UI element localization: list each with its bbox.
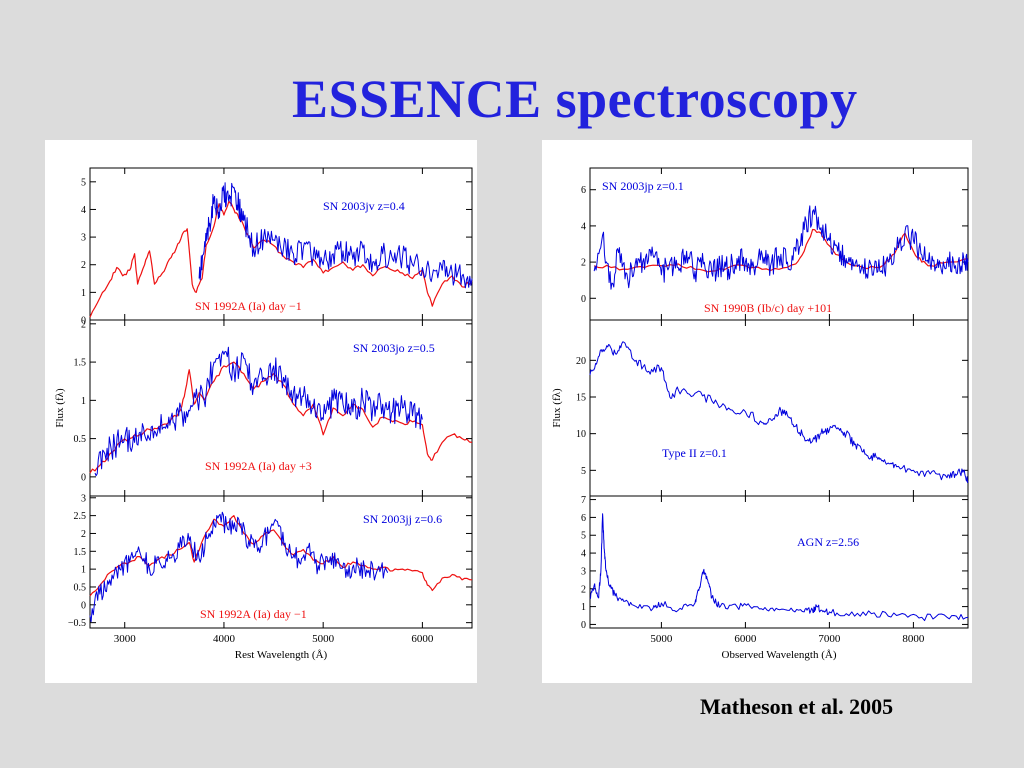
series-observed-line bbox=[589, 341, 969, 483]
y-tick-label: 5 bbox=[581, 466, 586, 477]
chart-left-bottom: −0.5 0 0.5 1 1.5 2 2.5 3 3000 4000 5000 6000 Rest Wa… bbox=[68, 493, 473, 661]
y-tick-label: 0 bbox=[81, 600, 86, 611]
y-tick-label: 5 bbox=[81, 177, 86, 188]
y-tick-label: 2 bbox=[581, 584, 586, 595]
y-tick-label: 1.5 bbox=[74, 547, 87, 558]
y-tick-label: 6 bbox=[581, 513, 586, 524]
x-tick-label: 6000 bbox=[734, 633, 757, 645]
right-spectra-figure: 0 2 4 6 SN 2003jp z=0.1 SN 1990B (Ib/c) day +… bbox=[551, 167, 969, 661]
x-axis-label: Observed Wavelength (Å) bbox=[722, 649, 837, 661]
x-tick-label: 6000 bbox=[411, 633, 434, 645]
y-tick-label: 10 bbox=[576, 429, 586, 440]
y-tick-label: 0 bbox=[81, 316, 86, 327]
y-tick-label: 0 bbox=[581, 620, 586, 631]
series-template-line bbox=[593, 228, 969, 273]
template-spectrum-label: SN 1992A (Ia) day +3 bbox=[205, 459, 312, 473]
y-tick-label: 2 bbox=[81, 529, 86, 540]
y-tick-label: 4 bbox=[581, 549, 586, 560]
chart-left-middle: 0 0.5 1 1.5 2 Flux (fλ) SN 2003jo z=0.5 SN 1992… bbox=[54, 319, 473, 497]
y-tick-label: 2 bbox=[581, 258, 586, 269]
right-figure-panel: 0 2 4 6 SN 2003jp z=0.1 SN 1990B (Ib/c) day +… bbox=[542, 140, 972, 683]
chart-right-top: 0 2 4 6 SN 2003jp z=0.1 SN 1990B (Ib/c) day +… bbox=[581, 167, 969, 321]
y-tick-label: 20 bbox=[576, 356, 586, 367]
x-tick-label: 5000 bbox=[650, 633, 673, 645]
y-tick-label: 7 bbox=[581, 495, 586, 506]
x-tick-label: 5000 bbox=[312, 633, 335, 645]
x-axis-label: Rest Wavelength (Å) bbox=[235, 649, 328, 661]
observed-spectrum-label: AGN z=2.56 bbox=[797, 535, 859, 549]
y-tick-label: 5 bbox=[581, 531, 586, 542]
x-tick-label: 4000 bbox=[213, 633, 236, 645]
x-tick-label: 7000 bbox=[818, 633, 841, 645]
observed-spectrum-label: Type II z=0.1 bbox=[662, 446, 727, 460]
observed-spectrum-label: SN 2003jo z=0.5 bbox=[353, 341, 435, 355]
y-tick-label: 1.5 bbox=[74, 358, 87, 369]
y-tick-label: 1 bbox=[81, 565, 86, 576]
y-tick-label: 4 bbox=[581, 221, 586, 232]
y-tick-label: 3 bbox=[581, 566, 586, 577]
y-tick-label: 0.5 bbox=[74, 582, 87, 593]
left-spectra-figure: 0 1 2 3 4 5 SN 2003jv z=0.4 SN 1992A (Ia) day −… bbox=[54, 167, 473, 661]
plot-frame bbox=[89, 167, 473, 321]
y-axis-label: Flux (fλ) bbox=[54, 388, 66, 428]
y-tick-label: 15 bbox=[576, 393, 586, 404]
y-tick-label: 2.5 bbox=[74, 511, 87, 522]
observed-spectrum-label: SN 2003jj z=0.6 bbox=[363, 512, 442, 526]
slide-title: ESSENCE spectroscopy bbox=[292, 69, 858, 129]
y-tick-label: 0.5 bbox=[74, 434, 87, 445]
y-tick-label: 2 bbox=[81, 319, 86, 330]
y-tick-label: 2 bbox=[81, 260, 86, 271]
series-template-line bbox=[89, 361, 473, 474]
chart-left-top: 0 1 2 3 4 5 SN 2003jv z=0.4 SN 1992A (Ia) day −… bbox=[81, 167, 473, 327]
series-template-line bbox=[89, 200, 473, 318]
x-tick-label: 3000 bbox=[114, 633, 136, 645]
y-tick-label: 0 bbox=[81, 472, 86, 483]
x-tick-label: 8000 bbox=[902, 633, 925, 645]
left-figure-panel: 0 1 2 3 4 5 SN 2003jv z=0.4 SN 1992A (Ia) day −… bbox=[45, 140, 477, 683]
template-spectrum-label: SN 1992A (Ia) day −1 bbox=[195, 299, 302, 313]
plot-frame bbox=[589, 495, 969, 629]
series-observed-line bbox=[593, 205, 969, 290]
y-tick-label: −0.5 bbox=[68, 618, 86, 629]
template-spectrum-label: SN 1992A (Ia) day −1 bbox=[200, 607, 307, 621]
y-tick-label: 6 bbox=[581, 185, 586, 196]
y-tick-label: 3 bbox=[81, 493, 86, 504]
chart-right-bottom: 0 1 2 3 4 5 6 7 5000 6000 7000 8000 Observed Wavelen… bbox=[581, 495, 969, 661]
series-observed-line bbox=[89, 511, 389, 623]
plot-frame bbox=[89, 495, 473, 629]
y-tick-label: 1 bbox=[81, 396, 86, 407]
y-tick-label: 3 bbox=[81, 233, 86, 244]
plot-frame bbox=[589, 319, 969, 497]
template-spectrum-label: SN 1990B (Ib/c) day +101 bbox=[704, 301, 832, 315]
observed-spectrum-label: SN 2003jp z=0.1 bbox=[602, 179, 684, 193]
y-tick-label: 0 bbox=[581, 294, 586, 305]
y-axis-label: Flux (fλ) bbox=[551, 388, 563, 428]
observed-spectrum-label: SN 2003jv z=0.4 bbox=[323, 199, 405, 213]
series-observed-line bbox=[589, 513, 969, 622]
y-tick-label: 1 bbox=[581, 602, 586, 613]
y-tick-label: 4 bbox=[81, 205, 86, 216]
citation: Matheson et al. 2005 bbox=[700, 694, 894, 719]
y-tick-label: 1 bbox=[81, 288, 86, 299]
chart-right-middle: 5 10 15 20 Flux (fλ) Type II z=0.1 bbox=[551, 319, 969, 497]
series-observed-line bbox=[198, 182, 473, 289]
series-observed-line bbox=[94, 346, 423, 477]
